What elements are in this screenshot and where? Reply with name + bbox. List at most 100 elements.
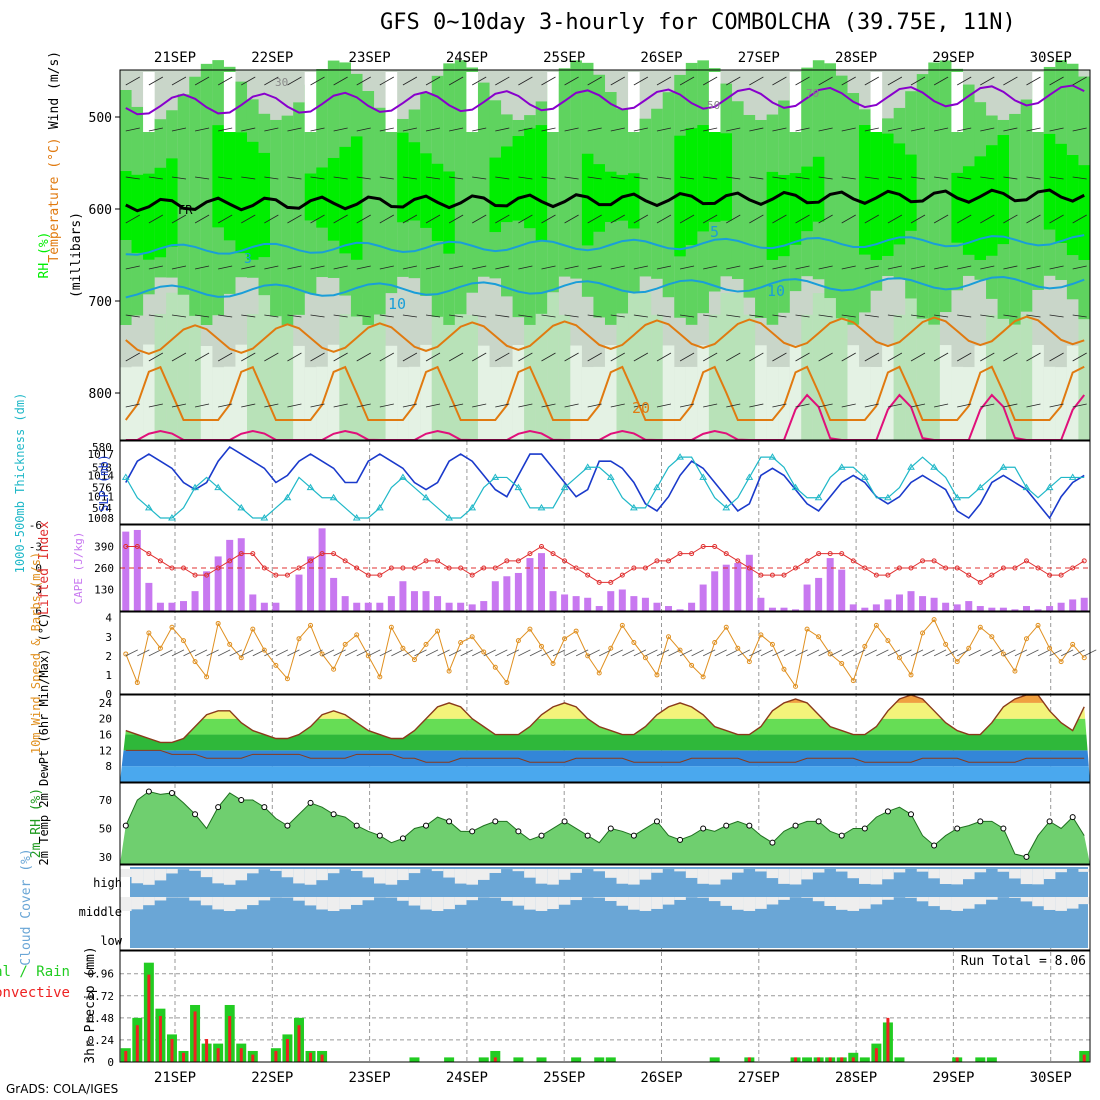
cloud-cell-high (374, 869, 386, 884)
wind10-marker (446, 668, 452, 674)
cloud-cell-high (847, 869, 860, 879)
thickness-marker (352, 514, 361, 521)
bottom-date-label: 21SEP (154, 1070, 196, 1086)
cloud-cell-high (893, 869, 906, 873)
wind-barb (241, 403, 256, 408)
rh-shade-cell (223, 126, 236, 241)
rh-shade-cell (778, 174, 790, 257)
li-marker (538, 544, 544, 549)
li-marker (181, 565, 187, 571)
wind-barb (957, 403, 972, 408)
wind-barb (148, 403, 163, 408)
wind-barb (610, 127, 625, 132)
cloud-cell-high (246, 869, 259, 874)
wind10-barb (679, 649, 693, 657)
rh-shade-cell (870, 72, 883, 132)
cloud-cell-middle (824, 897, 836, 906)
cloud-cell-middle (651, 897, 663, 909)
top-date-label: 25SEP (543, 50, 585, 66)
cloud-cell-middle (812, 897, 825, 902)
cloud-cell-high (547, 869, 559, 885)
top-date-label: 27SEP (738, 50, 780, 66)
li-marker (816, 551, 822, 557)
rh-shade-cell (951, 366, 964, 440)
wind10-tick: 1 (105, 669, 112, 682)
rh-shade-cell (789, 173, 802, 245)
rh-shade-cell (385, 345, 398, 440)
wind-barb (287, 314, 302, 318)
wind-barb (679, 403, 695, 408)
temp2m-tick: 20 (99, 713, 112, 726)
wind10-barb (702, 649, 716, 657)
wind-barb (934, 265, 949, 270)
wind-barb (472, 214, 487, 224)
cape-bar (330, 577, 338, 611)
bottom-date-label: 22SEP (251, 1070, 293, 1086)
rh-shade-cell (708, 126, 721, 222)
rh2m-marker (792, 822, 799, 829)
precip-tick: 0.48 (88, 1012, 115, 1025)
wind-barb (171, 127, 187, 132)
wind-barb (934, 176, 949, 180)
thickness-marker (745, 473, 754, 480)
cape-bar (572, 596, 580, 611)
li-marker (123, 544, 129, 549)
wind10-marker (181, 638, 187, 644)
cape-bar (272, 602, 280, 611)
cape-bar (295, 574, 303, 611)
rh-shade-cell (651, 314, 663, 440)
precip-tick: 0.24 (88, 1034, 115, 1047)
wind-barb (1072, 214, 1087, 224)
cloud-level-label: high (93, 876, 122, 890)
li-marker (850, 558, 856, 564)
wind-barb (818, 176, 833, 180)
wind-barb (934, 314, 949, 318)
wind-barb (587, 76, 602, 86)
wind-barb (564, 265, 579, 270)
thickness-marker (191, 483, 199, 491)
wind-barb (449, 403, 464, 408)
thickness-line (125, 456, 1085, 519)
wind10-marker (504, 680, 510, 686)
precip-total-bar (859, 1057, 870, 1062)
contour-label-10b: 10 (767, 282, 785, 300)
wind-barb (356, 214, 371, 224)
temp2m-tick: 12 (99, 744, 112, 757)
rh-shade-cell (524, 314, 536, 440)
wind-barb (379, 352, 395, 362)
precip-conv-bar (274, 1050, 278, 1062)
rh2m-marker (423, 822, 430, 829)
cape-bar (503, 576, 511, 611)
li-marker (781, 572, 787, 578)
wind10-marker (515, 638, 521, 644)
precip-tick: 0.72 (88, 990, 115, 1003)
wind-barb (864, 76, 880, 86)
wind-barb (541, 214, 556, 224)
wind-barb (425, 127, 441, 132)
cape-bar (1046, 606, 1054, 611)
wind-barb (379, 127, 394, 132)
wind-barb (518, 314, 533, 318)
wind-barb (1072, 352, 1087, 362)
cloud-cell-middle (928, 897, 940, 907)
li-marker (839, 551, 845, 557)
wind-barb (518, 76, 533, 86)
wind-barb (287, 176, 302, 180)
bottom-date-label: 28SEP (835, 1070, 877, 1086)
wind-barb (541, 76, 556, 86)
rh-shade-cell (662, 345, 675, 440)
li-marker (931, 558, 937, 564)
wind-barb (264, 265, 279, 270)
precip-tick: 0 (107, 1056, 114, 1069)
cloud-cell-high (166, 869, 178, 874)
rh-shade-cell (581, 367, 594, 440)
rh-shade-cell (835, 314, 848, 440)
wind10-marker (920, 630, 926, 636)
li-marker (769, 572, 775, 578)
rh-shade-cell (327, 157, 340, 241)
rh-shade-cell (570, 345, 582, 440)
wind10-barb (321, 649, 335, 657)
wind-barb (633, 352, 649, 362)
wind-barb (749, 76, 764, 86)
cape-bar (491, 581, 499, 611)
